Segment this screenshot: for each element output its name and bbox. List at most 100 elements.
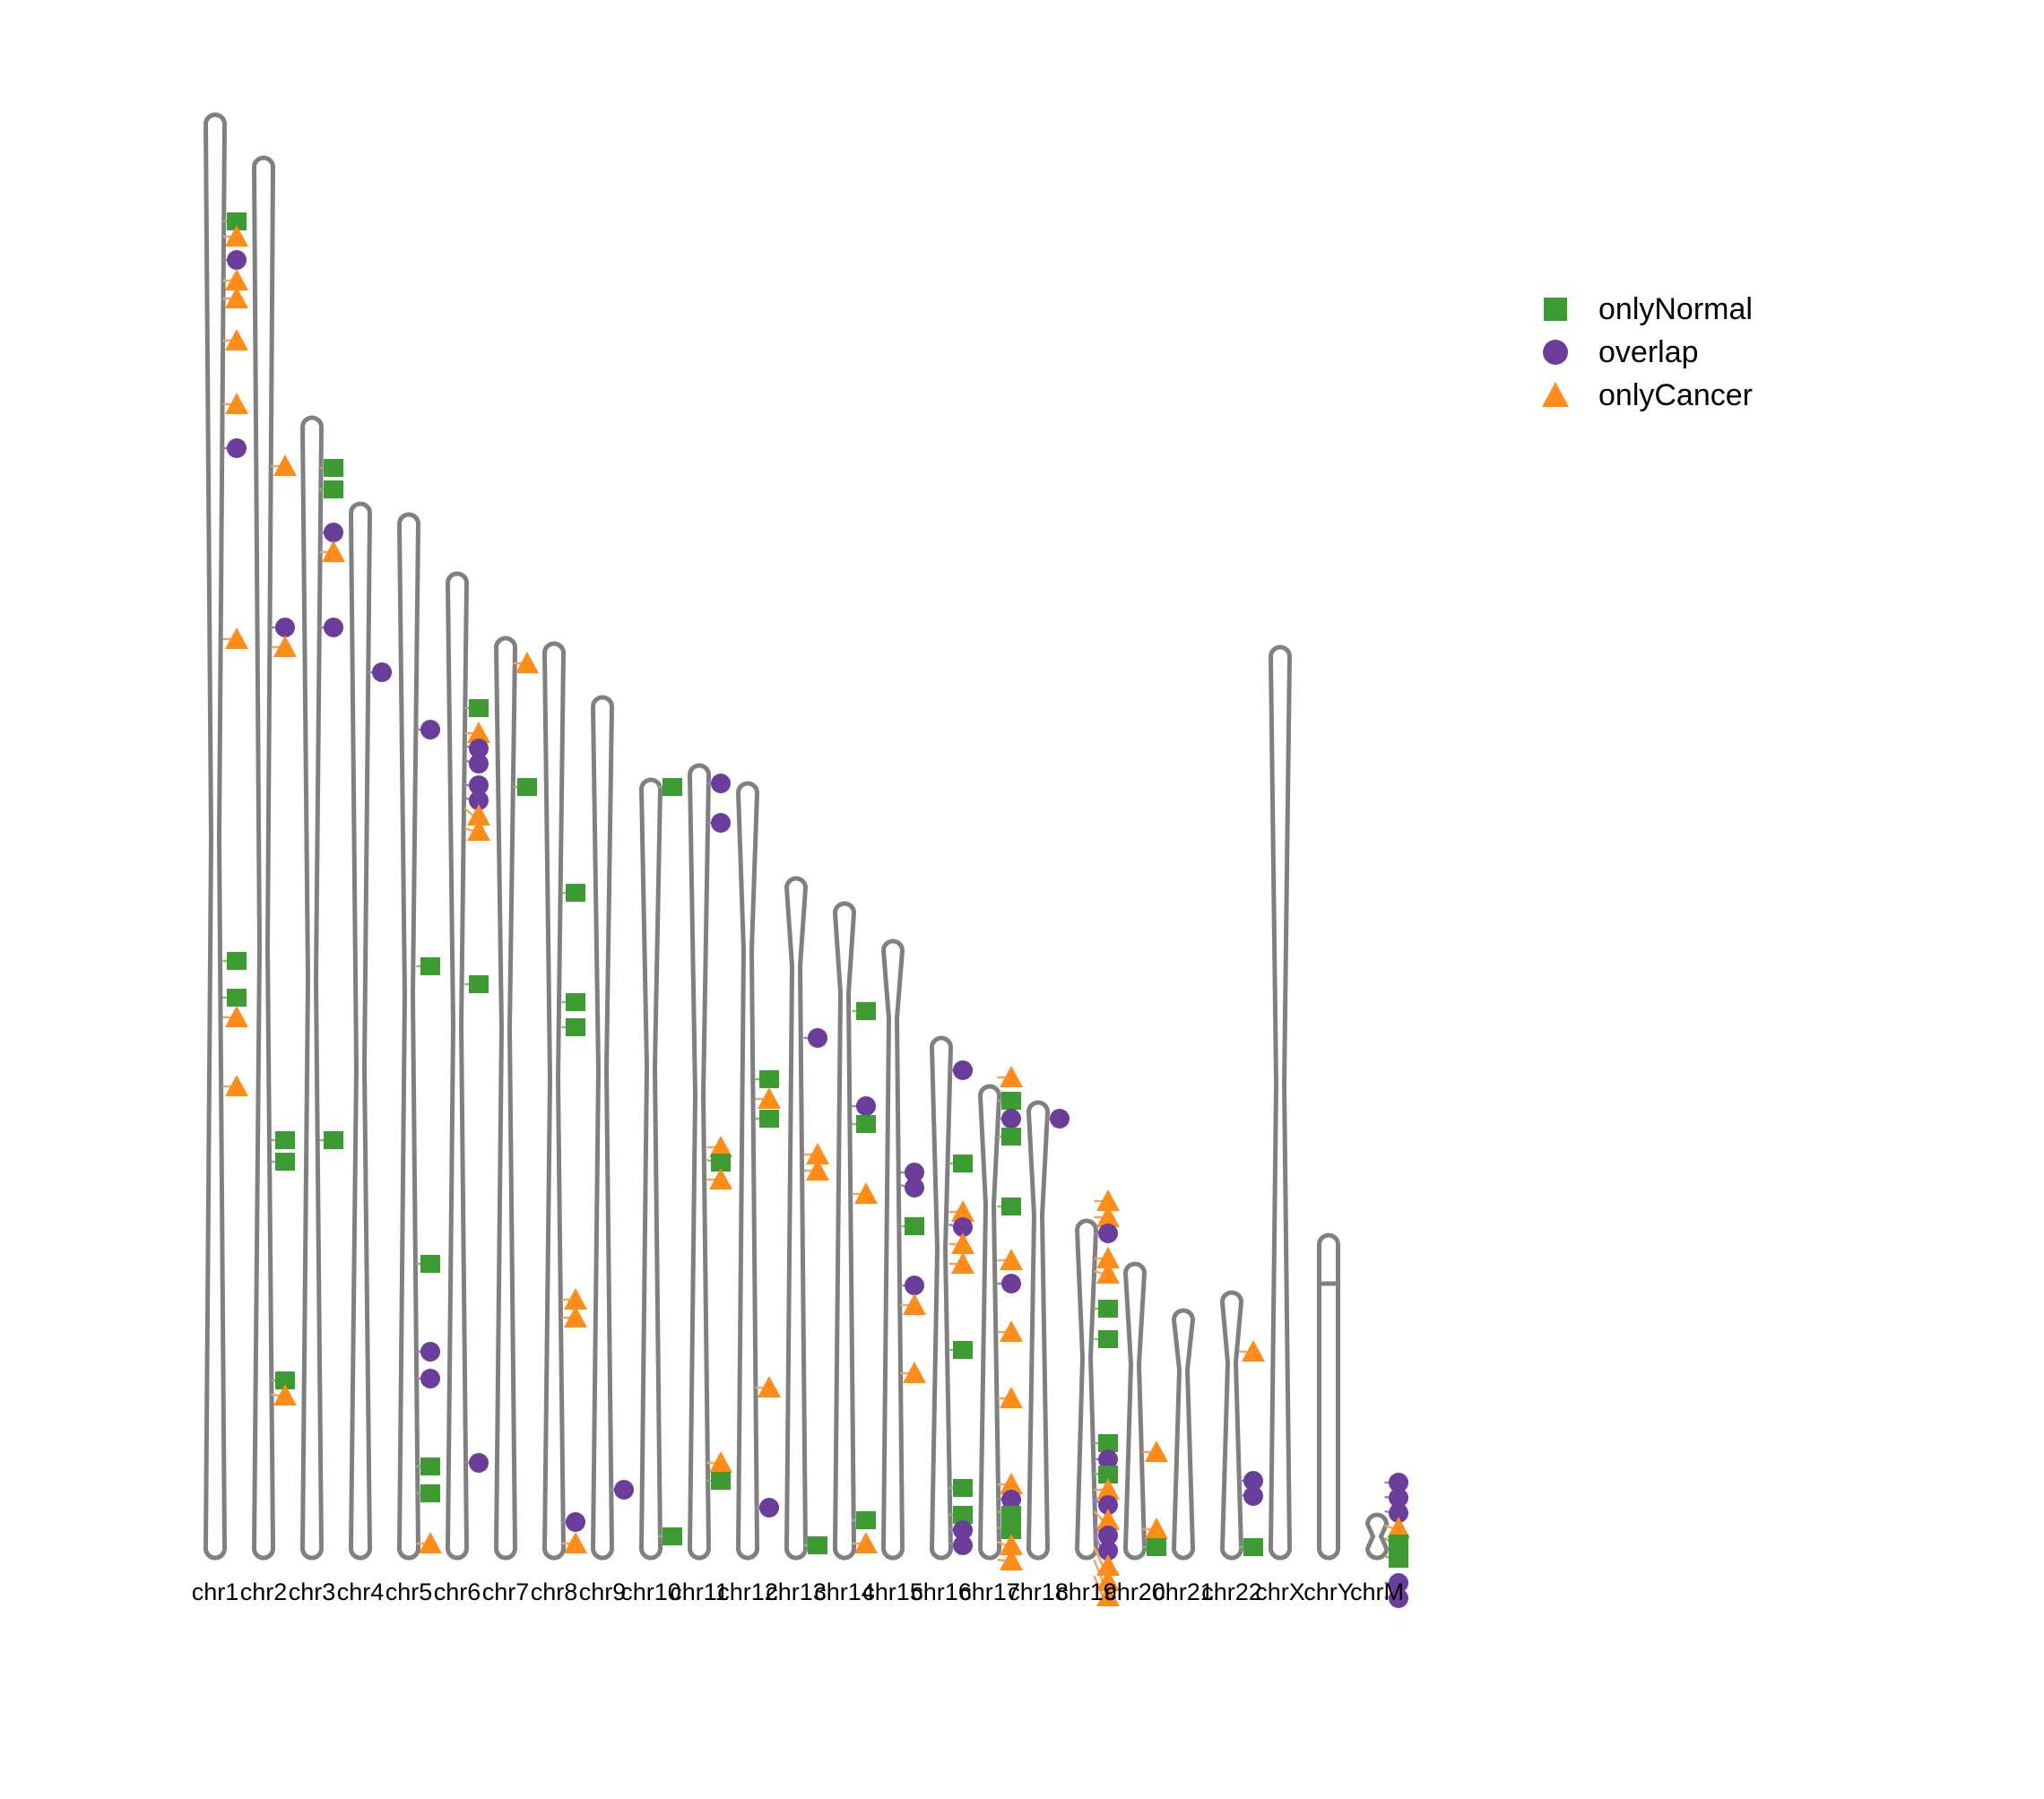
marker-only-cancer[interactable] (1145, 1518, 1168, 1540)
marker-chr16[interactable] (953, 1535, 973, 1555)
marker-chr8[interactable] (564, 1532, 587, 1554)
marker-only-cancer[interactable] (1096, 1478, 1120, 1501)
marker-chr15[interactable] (903, 1362, 926, 1384)
marker-only-normal[interactable] (1098, 1434, 1118, 1452)
marker-overlap[interactable] (1389, 1488, 1408, 1508)
marker-only-cancer[interactable] (419, 1532, 442, 1554)
marker-chr12[interactable] (758, 1376, 781, 1398)
marker-chr1[interactable] (227, 212, 247, 230)
marker-chr11[interactable] (711, 1154, 731, 1172)
marker-chr17[interactable] (1000, 1549, 1023, 1571)
marker-chr13[interactable] (808, 1028, 827, 1048)
marker-only-cancer[interactable] (1096, 1570, 1120, 1592)
marker-chr19[interactable] (1096, 1262, 1120, 1284)
marker-chr5[interactable] (420, 1457, 440, 1475)
marker-chr16[interactable] (951, 1200, 974, 1223)
legend-item-overlap[interactable]: overlap (1543, 335, 1699, 369)
marker-chr17[interactable] (1001, 1274, 1021, 1293)
marker-overlap[interactable] (759, 1498, 779, 1518)
marker-only-normal[interactable] (953, 1341, 973, 1359)
marker-chr6[interactable] (469, 791, 489, 810)
marker-chr3[interactable] (322, 541, 345, 563)
marker-chr13[interactable] (806, 1143, 829, 1165)
marker-chr20[interactable] (1147, 1538, 1166, 1556)
marker-only-cancer[interactable] (1096, 1206, 1120, 1228)
marker-only-cancer[interactable] (322, 541, 345, 563)
marker-chr16[interactable] (953, 1479, 973, 1497)
marker-overlap[interactable] (1389, 1588, 1408, 1608)
marker-chr3[interactable] (324, 1131, 343, 1149)
marker-overlap[interactable] (469, 1453, 489, 1473)
marker-only-cancer[interactable] (951, 1200, 974, 1223)
marker-chrM[interactable] (1389, 1503, 1408, 1523)
marker-overlap[interactable] (1098, 1526, 1118, 1545)
marker-only-normal[interactable] (469, 699, 489, 717)
marker-chr15[interactable] (905, 1276, 924, 1295)
marker-only-normal[interactable] (420, 1457, 440, 1475)
marker-overlap[interactable] (1001, 1274, 1021, 1293)
marker-overlap[interactable] (420, 720, 440, 739)
marker-overlap[interactable] (469, 791, 489, 810)
marker-chr3[interactable] (324, 480, 343, 498)
marker-chr2[interactable] (273, 1384, 297, 1406)
marker-chr19[interactable] (1098, 1526, 1118, 1545)
marker-chr17[interactable] (1001, 1198, 1021, 1215)
marker-chr19[interactable] (1096, 1206, 1120, 1228)
marker-only-cancer[interactable] (1096, 1189, 1120, 1212)
marker-chr19[interactable] (1096, 1570, 1120, 1592)
marker-chr22[interactable] (1242, 1340, 1265, 1362)
marker-overlap[interactable] (1001, 1490, 1021, 1509)
chromosome-chr20[interactable] (1123, 1261, 1147, 1561)
marker-chr19[interactable] (1096, 1478, 1120, 1501)
marker-chr2[interactable] (273, 636, 297, 658)
marker-only-cancer[interactable] (1387, 1517, 1410, 1539)
marker-overlap[interactable] (469, 739, 489, 758)
marker-overlap[interactable] (905, 1163, 924, 1182)
marker-chr8[interactable] (566, 884, 585, 902)
chromosome-chrY[interactable] (1317, 1232, 1340, 1561)
marker-only-cancer[interactable] (1096, 1262, 1120, 1284)
marker-chr19[interactable] (1098, 1541, 1118, 1561)
marker-only-cancer[interactable] (225, 269, 248, 291)
legend-item-onlyNormal[interactable]: onlyNormal (1544, 292, 1753, 326)
marker-chr14[interactable] (856, 1096, 876, 1116)
marker-chr11[interactable] (711, 1472, 731, 1490)
chromosome-chr10[interactable] (639, 777, 663, 1561)
marker-chr1[interactable] (225, 627, 248, 650)
marker-chr6[interactable] (469, 1453, 489, 1473)
marker-chr16[interactable] (953, 1155, 973, 1172)
marker-only-normal[interactable] (275, 1131, 295, 1149)
marker-only-cancer[interactable] (1242, 1340, 1265, 1362)
marker-chrM[interactable] (1389, 1573, 1408, 1593)
marker-only-normal[interactable] (953, 1506, 973, 1524)
marker-only-cancer[interactable] (1096, 1585, 1120, 1607)
marker-chr16[interactable] (953, 1341, 973, 1359)
chromosome-chr2[interactable] (252, 155, 275, 1561)
marker-overlap[interactable] (1001, 1109, 1021, 1129)
marker-chr17[interactable] (1001, 1128, 1021, 1146)
marker-chr16[interactable] (953, 1506, 973, 1524)
marker-only-normal[interactable] (275, 1153, 295, 1171)
marker-only-cancer[interactable] (758, 1087, 781, 1110)
marker-overlap[interactable] (1389, 1503, 1408, 1523)
marker-only-normal[interactable] (1001, 1128, 1021, 1146)
marker-overlap[interactable] (469, 754, 489, 774)
marker-chr19[interactable] (1098, 1434, 1118, 1452)
marker-chr8[interactable] (566, 1018, 585, 1036)
marker-overlap[interactable] (372, 662, 392, 682)
marker-overlap[interactable] (324, 618, 343, 637)
marker-only-normal[interactable] (856, 1002, 876, 1020)
marker-chr16[interactable] (953, 1060, 973, 1080)
marker-only-cancer[interactable] (1000, 1534, 1023, 1556)
marker-chrM[interactable] (1389, 1535, 1408, 1553)
marker-only-normal[interactable] (227, 989, 247, 1007)
marker-chr16[interactable] (953, 1520, 973, 1540)
marker-overlap[interactable] (275, 618, 295, 637)
chromosome-chr13[interactable] (784, 876, 808, 1561)
marker-chr1[interactable] (225, 329, 248, 351)
marker-chr6[interactable] (467, 804, 490, 826)
chromosome-chr22[interactable] (1220, 1290, 1243, 1561)
marker-only-cancer[interactable] (854, 1182, 878, 1205)
marker-overlap[interactable] (1243, 1471, 1263, 1491)
chromosome-chr14[interactable] (833, 901, 856, 1561)
